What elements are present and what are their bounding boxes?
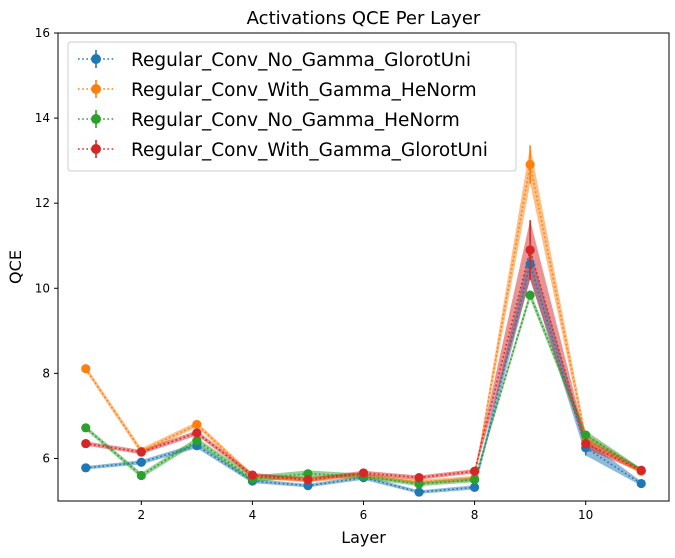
point-series-1-layer-2	[136, 457, 146, 467]
point-series-2-layer-3	[192, 419, 202, 430]
legend-entry-4: Regular_Conv_With_Gamma_GlorotUni	[78, 140, 488, 161]
legend-marker	[91, 84, 101, 94]
line-series-1	[85, 261, 642, 493]
point-series-3-layer-9	[525, 290, 535, 300]
point-series-4-layer-7	[414, 473, 424, 483]
x-tick-label: 6	[360, 508, 368, 522]
legend-entry-1: Regular_Conv_No_Gamma_GlorotUni	[78, 50, 471, 71]
data-markers	[81, 145, 646, 497]
point-series-2-layer-1	[81, 364, 91, 374]
chart-title: Activations QCE Per Layer	[247, 8, 481, 29]
legend-marker	[91, 114, 101, 124]
series-lines	[85, 164, 642, 493]
y-tick-label: 6	[42, 451, 50, 465]
line-series-3	[85, 292, 642, 485]
legend-entry-3: Regular_Conv_No_Gamma_HeNorm	[78, 110, 460, 131]
point-series-1-layer-1	[81, 463, 91, 473]
legend-label: Regular_Conv_With_Gamma_HeNorm	[131, 80, 477, 101]
y-axis-ticks: 6 8 10 12 14 16	[35, 26, 58, 465]
point-series-3-layer-8	[469, 475, 480, 485]
y-tick-label: 14	[35, 111, 50, 125]
x-axis-title: Layer	[341, 528, 386, 547]
point-series-2-layer-9	[525, 159, 535, 170]
x-tick-label: 2	[137, 508, 145, 522]
point-series-1-layer-8	[469, 482, 480, 492]
point-series-3-layer-7	[414, 479, 424, 489]
point-series-4-layer-5	[303, 475, 313, 485]
legend: Regular_Conv_No_Gamma_GlorotUni Regular_C…	[67, 41, 517, 172]
legend-label: Regular_Conv_No_Gamma_GlorotUni	[131, 50, 471, 71]
legend-box	[67, 41, 517, 172]
point-series-1-layer-7	[414, 487, 424, 497]
point-series-4-layer-10	[581, 438, 591, 449]
point-series-4-layer-4	[247, 470, 258, 480]
point-series-4-layer-9	[525, 245, 535, 255]
x-tick-label: 10	[578, 508, 593, 522]
legend-marker	[91, 54, 101, 64]
point-series-4-layer-6	[358, 468, 369, 478]
y-tick-label: 12	[35, 196, 50, 210]
legend-entry-2: Regular_Conv_With_Gamma_HeNorm	[78, 80, 477, 101]
point-series-4-layer-11	[636, 465, 646, 475]
point-series-4-layer-1	[81, 438, 91, 449]
point-series-1-layer-11	[636, 478, 646, 489]
point-series-3-layer-3	[192, 435, 202, 446]
point-series-4-layer-2	[136, 447, 146, 457]
x-tick-label: 8	[471, 508, 479, 522]
y-tick-label: 8	[42, 366, 50, 380]
legend-marker	[91, 144, 101, 154]
legend-label: Regular_Conv_No_Gamma_HeNorm	[131, 110, 460, 131]
y-tick-label: 10	[35, 281, 50, 295]
x-axis-ticks: 2 4 6 8 10	[137, 501, 593, 522]
y-axis-title: QCE	[6, 250, 25, 284]
point-series-4-layer-3	[192, 428, 202, 438]
point-series-3-layer-10	[581, 430, 591, 440]
y-tick-label: 16	[35, 26, 50, 40]
point-series-4-layer-8	[469, 466, 480, 476]
legend-label: Regular_Conv_With_Gamma_GlorotUni	[131, 140, 488, 161]
x-tick-label: 4	[249, 508, 257, 522]
point-series-3-layer-2	[136, 470, 146, 481]
point-series-3-layer-1	[81, 423, 91, 433]
